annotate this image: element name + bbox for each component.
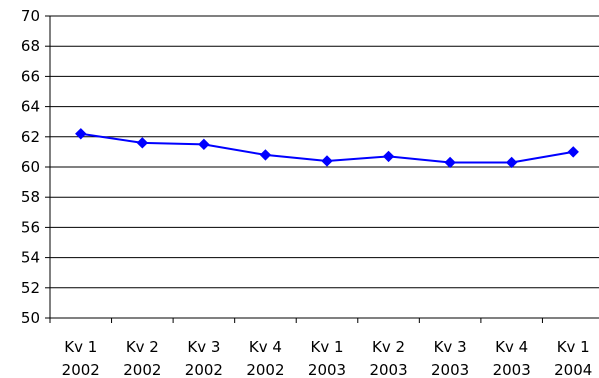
- y-tick-label: 62: [21, 128, 40, 146]
- y-tick-label: 66: [21, 67, 40, 85]
- x-tick-label: 2002: [62, 361, 100, 378]
- x-tick-label: Kv 3: [187, 338, 220, 356]
- x-tick-label: 2003: [369, 361, 407, 378]
- y-axis-ticks: 50 52 54 56 58 60 62 64 66 68 70: [21, 7, 50, 327]
- x-tick-label: 2003: [493, 361, 531, 378]
- y-tick-label: 64: [21, 98, 40, 116]
- x-tick-label: Kv 2: [372, 338, 405, 356]
- x-tick-label: 2002: [246, 361, 284, 378]
- data-point-marker: [444, 156, 456, 169]
- x-tick-label: Kv 4: [249, 338, 282, 356]
- data-point-marker: [382, 150, 395, 163]
- x-tick-label: Kv 1: [310, 338, 343, 356]
- x-tick-label: 2002: [123, 361, 161, 378]
- y-tick-label: 58: [21, 188, 40, 206]
- x-tick-label: 2003: [308, 361, 346, 378]
- x-tick-label: Kv 1: [557, 338, 590, 356]
- gridlines: [50, 15, 599, 289]
- y-tick-label: 60: [21, 158, 40, 176]
- data-point-marker: [321, 155, 333, 167]
- y-tick-label: 54: [21, 249, 40, 267]
- x-tick-label: Kv 3: [434, 338, 467, 356]
- y-tick-label: 70: [21, 7, 40, 25]
- data-point-marker: [75, 128, 87, 140]
- series-layer: [75, 128, 579, 169]
- x-tick-label: Kv 4: [495, 338, 528, 356]
- x-tick-label: 2004: [554, 361, 592, 378]
- data-point-marker: [136, 137, 149, 149]
- data-point-marker: [198, 138, 210, 151]
- data-point-marker: [505, 156, 518, 169]
- y-tick-label: 52: [21, 279, 40, 297]
- y-tick-label: 56: [21, 218, 40, 236]
- x-tick-label: 2003: [431, 361, 469, 378]
- x-tick-label: Kv 1: [64, 338, 97, 356]
- x-axis-ticks: Kv 1 2002 Kv 2 2002 Kv 3 2002 Kv 4 2002 Kv 1 2003…: [49, 318, 592, 378]
- x-tick-label: Kv 2: [126, 338, 159, 356]
- y-tick-label: 68: [21, 37, 40, 55]
- data-point-marker: [259, 149, 272, 161]
- x-tick-label: 2002: [185, 361, 223, 378]
- y-tick-label: 50: [21, 309, 40, 327]
- data-point-marker: [567, 146, 579, 158]
